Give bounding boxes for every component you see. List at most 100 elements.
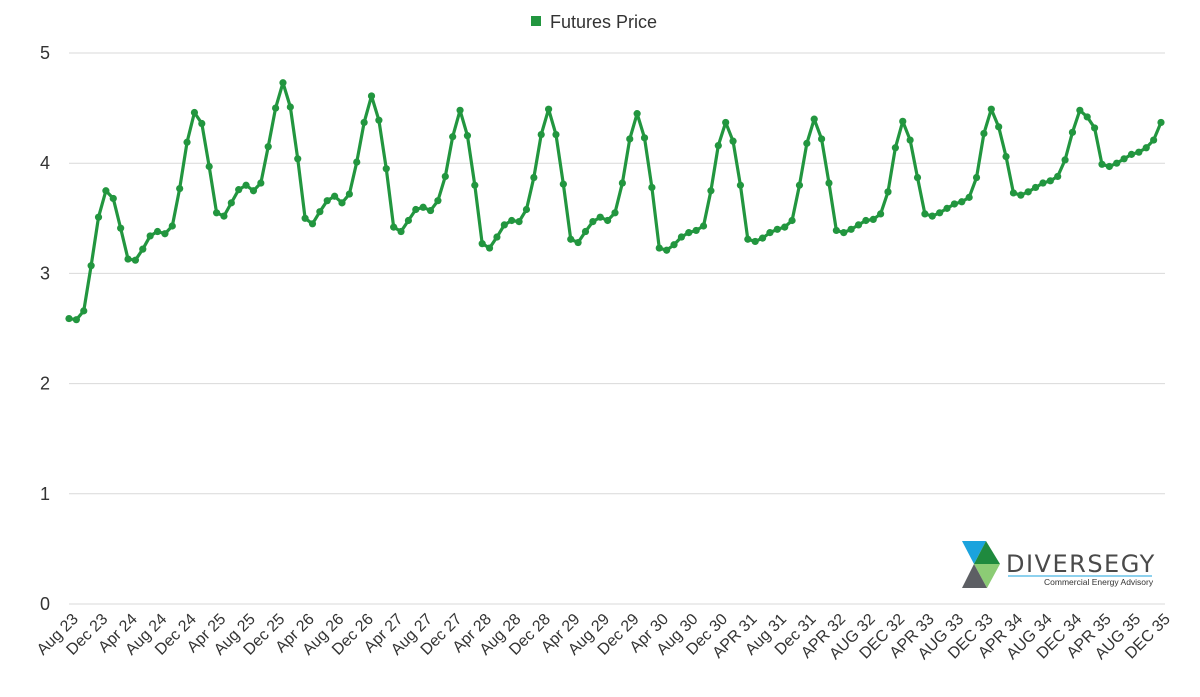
data-point[interactable] — [301, 214, 309, 222]
data-point[interactable] — [176, 184, 184, 193]
data-point[interactable] — [877, 210, 885, 218]
data-point[interactable] — [618, 179, 626, 187]
data-point[interactable] — [537, 130, 545, 139]
data-point[interactable] — [404, 216, 413, 225]
data-point[interactable] — [1150, 136, 1158, 144]
data-point[interactable] — [544, 105, 553, 113]
data-point[interactable] — [434, 197, 442, 205]
data-point[interactable] — [714, 141, 722, 150]
data-point[interactable] — [803, 139, 811, 147]
data-point[interactable] — [1142, 144, 1150, 152]
data-point[interactable] — [124, 255, 132, 263]
data-point[interactable] — [146, 232, 154, 240]
data-point[interactable] — [323, 197, 331, 205]
data-point[interactable] — [249, 187, 258, 195]
data-point[interactable] — [611, 209, 619, 217]
data-point[interactable] — [640, 134, 649, 142]
data-point[interactable] — [198, 119, 206, 128]
data-point[interactable] — [1135, 148, 1143, 156]
data-point[interactable] — [257, 179, 265, 187]
data-point[interactable] — [212, 209, 221, 217]
data-point[interactable] — [950, 200, 959, 208]
data-point[interactable] — [294, 155, 302, 163]
data-point[interactable] — [854, 221, 863, 229]
data-point[interactable] — [478, 240, 486, 248]
data-point[interactable] — [456, 106, 464, 114]
data-point[interactable] — [353, 158, 361, 166]
data-point[interactable] — [729, 137, 737, 145]
data-point[interactable] — [463, 132, 472, 140]
data-point[interactable] — [153, 227, 162, 236]
data-point[interactable] — [220, 212, 228, 220]
data-point[interactable] — [286, 103, 294, 111]
data-point[interactable] — [72, 316, 80, 324]
data-point[interactable] — [581, 227, 590, 236]
data-point[interactable] — [699, 222, 708, 230]
data-point[interactable] — [906, 136, 914, 144]
data-point[interactable] — [279, 79, 287, 87]
data-point[interactable] — [227, 199, 235, 207]
data-point[interactable] — [308, 220, 317, 228]
data-point[interactable] — [530, 173, 538, 182]
data-point[interactable] — [965, 193, 973, 201]
data-point[interactable] — [936, 209, 944, 217]
data-point[interactable] — [1039, 179, 1047, 187]
data-point[interactable] — [102, 187, 110, 195]
data-point[interactable] — [419, 203, 427, 211]
legend[interactable]: Futures Price — [531, 12, 657, 32]
data-point[interactable] — [426, 206, 435, 215]
data-point[interactable] — [500, 221, 508, 229]
data-point[interactable] — [847, 225, 855, 233]
data-point[interactable] — [316, 208, 324, 216]
data-point[interactable] — [832, 226, 840, 235]
data-point[interactable] — [589, 218, 597, 226]
data-point[interactable] — [375, 116, 383, 124]
data-point[interactable] — [471, 181, 479, 189]
data-point[interactable] — [87, 262, 95, 270]
data-point[interactable] — [567, 235, 575, 243]
data-point[interactable] — [648, 183, 656, 192]
data-point[interactable] — [1113, 159, 1121, 167]
data-point[interactable] — [781, 223, 789, 231]
data-point[interactable] — [360, 118, 368, 127]
data-point[interactable] — [574, 238, 582, 247]
data-point[interactable] — [117, 224, 125, 232]
data-point[interactable] — [758, 234, 767, 242]
data-point[interactable] — [670, 241, 678, 249]
data-point[interactable] — [493, 233, 501, 241]
data-point[interactable] — [485, 244, 494, 252]
data-point[interactable] — [766, 229, 774, 237]
data-point[interactable] — [242, 181, 250, 189]
data-point[interactable] — [331, 192, 339, 200]
data-point[interactable] — [1105, 162, 1113, 171]
data-point[interactable] — [1002, 152, 1010, 161]
data-point[interactable] — [65, 314, 73, 323]
data-point[interactable] — [1068, 128, 1077, 136]
data-point[interactable] — [663, 246, 671, 254]
data-point[interactable] — [958, 198, 966, 206]
data-point[interactable] — [862, 216, 870, 225]
data-point[interactable] — [773, 225, 781, 233]
data-point[interactable] — [677, 233, 686, 241]
data-point[interactable] — [751, 237, 759, 246]
data-point[interactable] — [736, 181, 745, 189]
data-point[interactable] — [1017, 191, 1025, 199]
data-point[interactable] — [1157, 118, 1165, 127]
data-point[interactable] — [161, 230, 169, 238]
data-point[interactable] — [264, 143, 272, 151]
data-point[interactable] — [397, 227, 405, 236]
data-point[interactable] — [1061, 156, 1069, 164]
data-point[interactable] — [449, 133, 457, 141]
data-point[interactable] — [1098, 160, 1106, 168]
data-point[interactable] — [1031, 183, 1040, 192]
data-point[interactable] — [596, 213, 604, 221]
data-point[interactable] — [1054, 172, 1062, 181]
data-point[interactable] — [367, 92, 376, 100]
data-point[interactable] — [1009, 189, 1018, 197]
data-point[interactable] — [1083, 113, 1091, 121]
data-point[interactable] — [235, 186, 243, 194]
data-point[interactable] — [190, 108, 199, 117]
data-point[interactable] — [441, 172, 449, 181]
data-point[interactable] — [921, 210, 929, 218]
data-point[interactable] — [943, 204, 951, 212]
